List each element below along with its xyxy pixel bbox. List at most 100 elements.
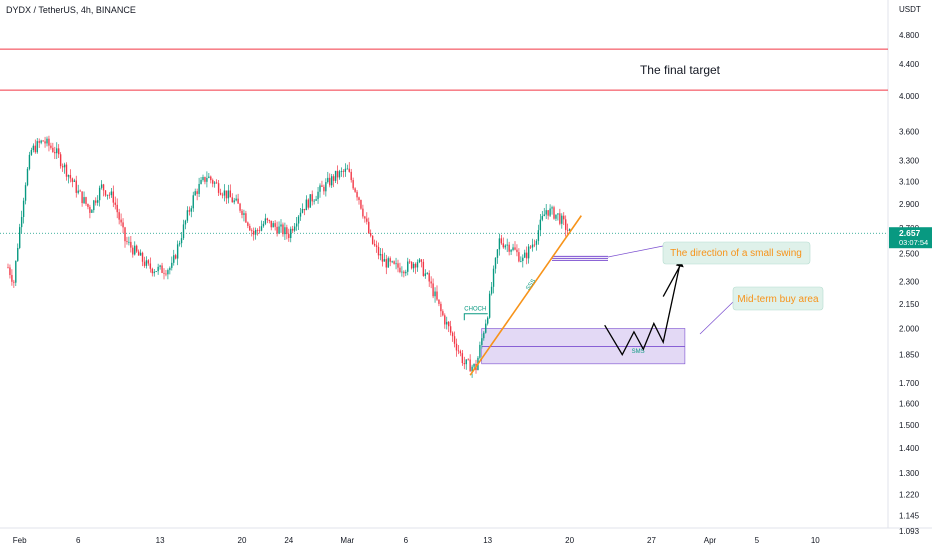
time-tick-label: 24 (284, 536, 293, 545)
candle-body (95, 200, 97, 203)
candle-body (243, 213, 245, 215)
candle-body (418, 259, 421, 263)
ascending-trendline (469, 215, 582, 376)
price-tick-label: 2.150 (899, 300, 920, 309)
candle-body (559, 213, 561, 224)
candle-body (15, 260, 17, 283)
candle-body (366, 218, 368, 222)
time-tick-label: 20 (238, 536, 247, 545)
candle-body (251, 230, 253, 232)
candle-body (214, 182, 216, 184)
candle-body (332, 176, 335, 181)
buy-callout-pointer (699, 301, 734, 335)
candle-body (171, 262, 173, 268)
candle-body (266, 218, 269, 221)
candle-body (141, 252, 144, 262)
candle-body (340, 171, 343, 172)
candle-body (124, 227, 126, 242)
candle-body (422, 261, 425, 276)
candle-body (391, 261, 393, 263)
time-tick-label: 6 (76, 536, 81, 545)
candle-body (377, 246, 380, 256)
candle-body (268, 220, 270, 221)
candle-body (104, 190, 107, 196)
swing-callout-box (662, 241, 811, 265)
candle-body (331, 176, 333, 186)
price-tick-label: 4.400 (899, 60, 920, 69)
candle-body (336, 170, 339, 178)
candle-body (159, 265, 161, 267)
candle-body (393, 261, 395, 264)
candle-body (186, 210, 189, 221)
candle-body (344, 168, 347, 172)
candle-body (241, 210, 243, 215)
candle-body (446, 321, 448, 325)
candle-body (481, 338, 483, 345)
candle-body (315, 199, 317, 201)
candle-body (539, 219, 542, 231)
candle-body (167, 270, 169, 275)
candle-body (93, 200, 95, 211)
candle-body (403, 271, 405, 274)
candle-body (89, 206, 91, 213)
candle-body (395, 263, 397, 265)
candle-body (461, 353, 464, 364)
candle-body (407, 261, 409, 272)
price-tick-label: 3.100 (899, 177, 920, 186)
candle-body (69, 175, 72, 179)
candle-body (329, 177, 331, 186)
candle-body (342, 171, 345, 172)
candle-body (409, 261, 411, 263)
candle-body (410, 261, 413, 269)
time-tick-label: 27 (647, 536, 656, 545)
candle-body (321, 185, 323, 187)
candle-body (178, 243, 181, 245)
candle-body (561, 215, 563, 224)
candle-body (182, 224, 185, 239)
candle-body (149, 263, 152, 269)
buy-callout-box (732, 286, 824, 311)
candle-body (514, 247, 516, 250)
candle-body (65, 164, 68, 177)
candle-body (305, 199, 308, 211)
candle-body (91, 210, 93, 213)
candle-body (38, 141, 40, 143)
candle-body (467, 359, 469, 361)
candle-body (568, 228, 571, 231)
candle-body (229, 190, 231, 198)
candle-body (434, 291, 436, 297)
candle-body (465, 359, 467, 365)
candle-body (184, 220, 187, 225)
candle-body (557, 213, 559, 215)
candle-body (420, 259, 423, 262)
candle-body (161, 265, 163, 273)
candle-body (364, 216, 366, 219)
buy-callout-text: Mid-term buy area (737, 294, 819, 305)
time-tick-label: 20 (565, 536, 574, 545)
candle-body (385, 259, 387, 268)
time-tick-label: 13 (483, 536, 492, 545)
price-tick-label: 3.600 (899, 127, 920, 136)
candle-body (134, 245, 136, 255)
candle-body (430, 281, 432, 284)
candle-body (122, 222, 124, 228)
candle-body (97, 200, 99, 203)
candle-body (110, 191, 113, 196)
price-tick-label: 1.500 (899, 421, 920, 430)
candle-body (469, 359, 471, 372)
choch-line (463, 313, 488, 321)
candle-body (303, 208, 306, 211)
candle-body (370, 233, 372, 236)
candle-body (432, 283, 434, 297)
candle-body (58, 148, 60, 155)
candle-body (414, 263, 417, 268)
candle-body (463, 363, 465, 365)
price-tick-label: 1.093 (899, 527, 920, 536)
candle-body (206, 177, 208, 182)
buy-zone-box (481, 328, 686, 365)
candle-body (397, 263, 399, 268)
candle-body (217, 183, 220, 193)
candle-body (368, 221, 370, 234)
